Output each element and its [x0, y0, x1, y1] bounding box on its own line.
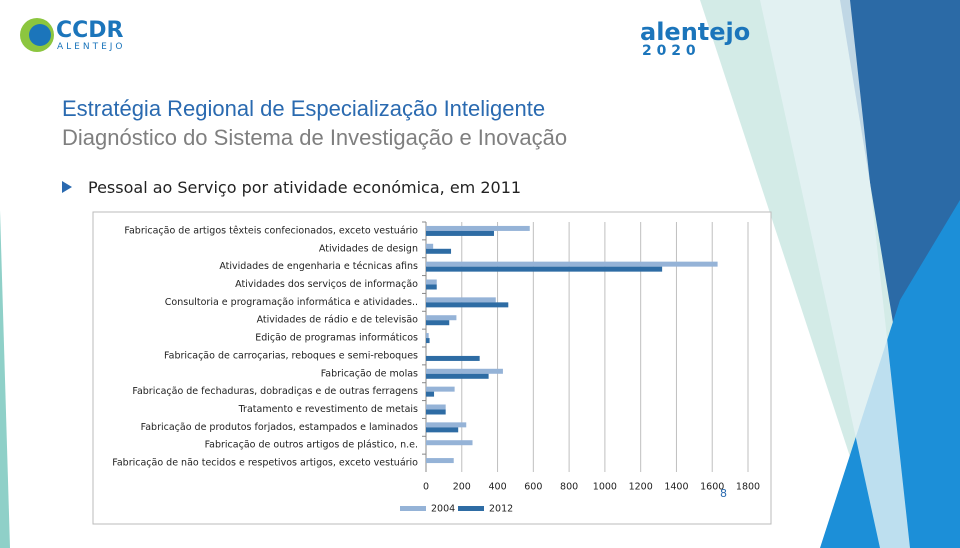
category-label: Atividades dos serviços de informação	[235, 279, 418, 290]
bar	[426, 355, 480, 361]
bar	[426, 284, 437, 290]
bar	[426, 409, 446, 415]
logo-icon	[29, 24, 51, 46]
category-label: Edição de programas informáticos	[255, 333, 418, 344]
x-tick-label: 1000	[593, 482, 617, 493]
bar	[426, 368, 503, 374]
category-label: Atividades de design	[319, 243, 418, 254]
bar	[426, 404, 446, 410]
bar	[426, 230, 494, 236]
x-tick-label: 1800	[736, 482, 760, 493]
legend-label: 2004	[431, 504, 455, 515]
bar	[426, 261, 718, 267]
category-label: Fabricação de molas	[321, 368, 418, 379]
x-tick-label: 600	[524, 482, 542, 493]
x-tick-label: 200	[453, 482, 471, 493]
legend-swatch	[458, 506, 484, 511]
x-tick-label: 1200	[629, 482, 653, 493]
decor	[0, 210, 10, 548]
category-label: Atividades de engenharia e técnicas afin…	[219, 261, 418, 272]
category-label: Fabricação de produtos forjados, estampa…	[141, 422, 418, 433]
bar	[426, 225, 530, 231]
legend-label: 2012	[489, 504, 513, 515]
bar	[426, 333, 429, 339]
bar	[426, 302, 509, 308]
bar	[426, 427, 459, 433]
bullet-icon	[62, 181, 72, 193]
x-tick-label: 0	[423, 482, 429, 493]
bar	[426, 315, 457, 321]
x-tick-label: 400	[488, 482, 506, 493]
bar	[426, 373, 489, 379]
x-tick-label: 1400	[664, 482, 688, 493]
bullet-text: Pessoal ao Serviço por atividade económi…	[88, 178, 521, 197]
bar	[426, 440, 473, 446]
legend-swatch	[400, 506, 426, 511]
bar	[426, 320, 450, 326]
decor	[760, 0, 910, 548]
x-tick-label: 800	[560, 482, 578, 493]
category-label: Fabricação de outros artigos de plástico…	[205, 440, 418, 451]
page-number: 8	[720, 487, 727, 500]
bar	[426, 386, 455, 392]
bar	[426, 391, 435, 397]
category-label: Tratamento e revestimento de metais	[238, 404, 418, 415]
logo-text: CCDR	[56, 18, 124, 43]
bar	[426, 266, 663, 272]
bar	[426, 338, 430, 344]
logo-text: 2 0 2 0	[642, 43, 696, 59]
category-label: Fabricação de carroçarias, reboques e se…	[164, 350, 418, 361]
x-tick-label: 1600	[700, 482, 724, 493]
logo-text: alentejo	[640, 18, 750, 46]
bar	[426, 297, 496, 303]
category-label: Fabricação de não tecidos e respetivos a…	[112, 458, 418, 469]
category-label: Fabricação de fechaduras, dobradiças e d…	[132, 386, 418, 397]
bar	[426, 422, 467, 428]
title: Estratégia Regional de Especialização In…	[62, 96, 545, 121]
logo-text: ALENTEJO	[57, 42, 126, 52]
bar	[426, 279, 437, 285]
bar	[426, 248, 452, 254]
category-label: Fabricação de artigos têxteis confeciona…	[124, 225, 418, 236]
bar	[426, 243, 434, 249]
category-label: Consultoria e programação informática e …	[165, 297, 418, 308]
category-label: Atividades de rádio e de televisão	[257, 315, 419, 326]
chart-frame	[92, 211, 772, 525]
subtitle: Diagnóstico do Sistema de Investigação e…	[62, 125, 567, 150]
bar	[426, 458, 454, 464]
